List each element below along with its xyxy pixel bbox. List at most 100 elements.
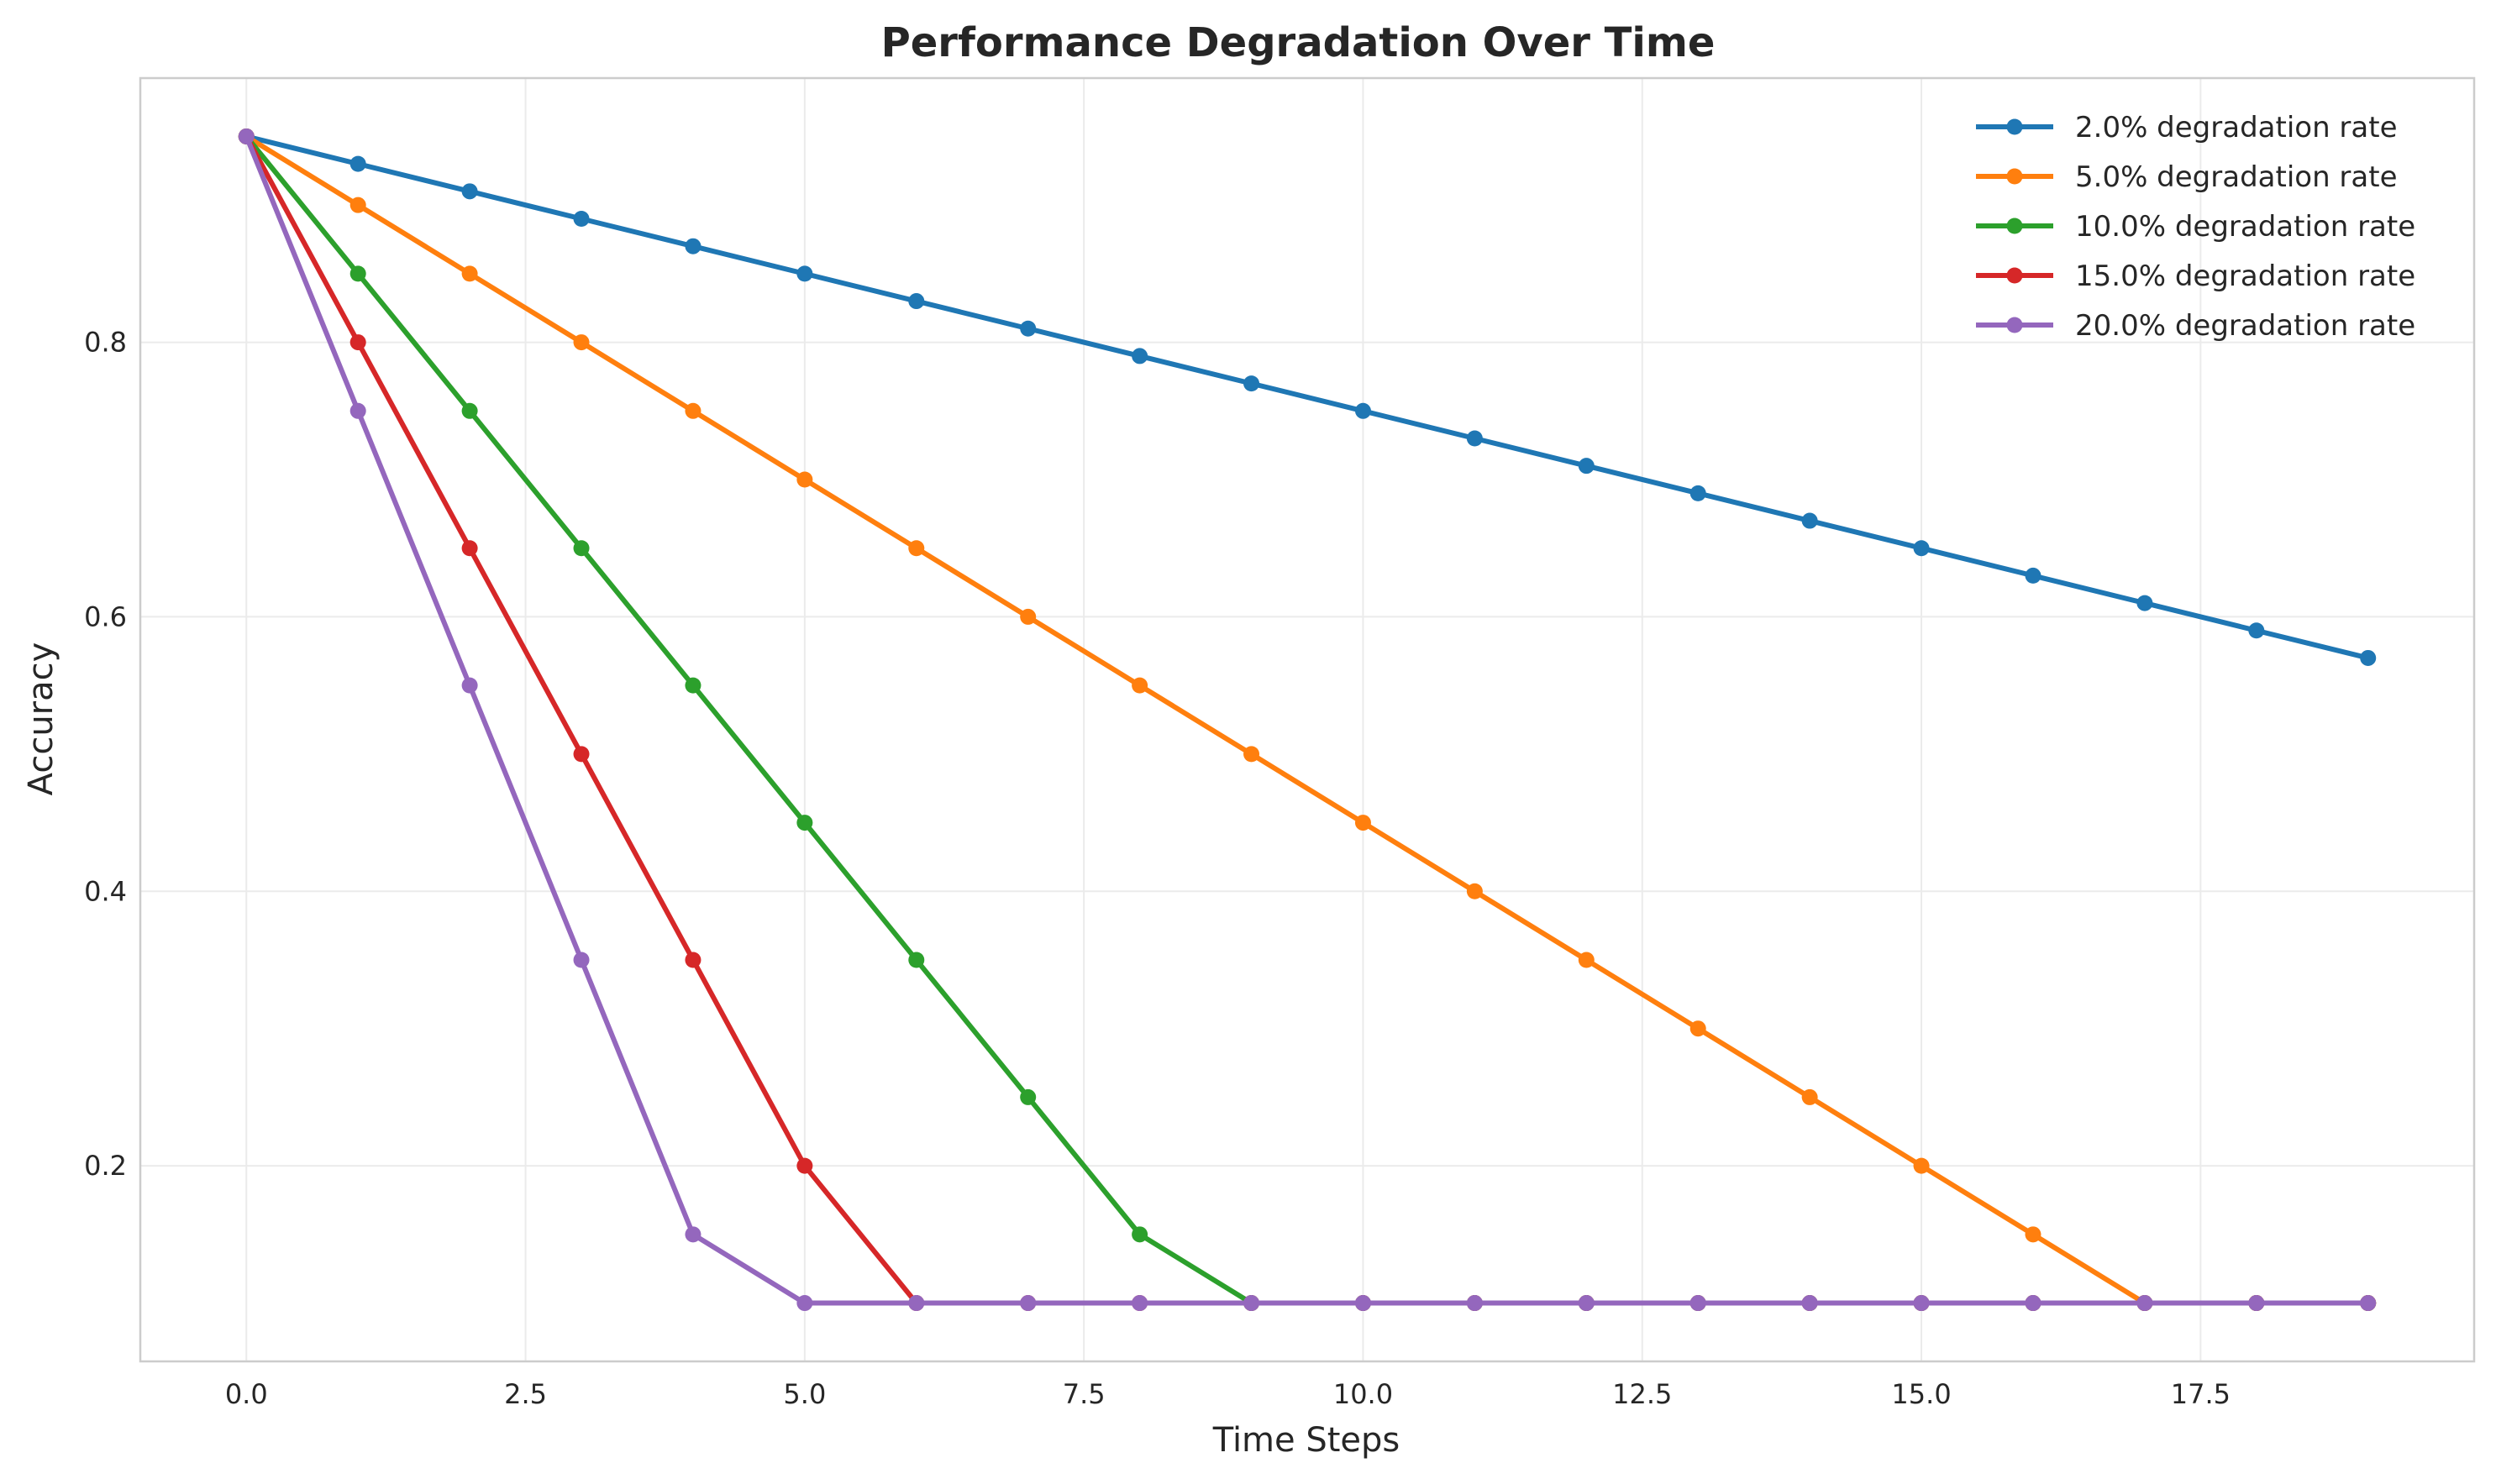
data-point — [1689, 1020, 1706, 1037]
data-point — [1132, 677, 1148, 694]
legend-item: 10.0% degradation rate — [1976, 210, 2415, 244]
data-point — [573, 540, 590, 557]
data-point — [796, 815, 813, 831]
data-point — [1801, 1295, 1818, 1312]
series-2 — [238, 128, 2377, 1312]
x-tick-label: 10.0 — [1333, 1378, 1393, 1410]
grid — [140, 78, 2474, 1361]
data-point — [2136, 1295, 2153, 1312]
legend-item: 20.0% degradation rate — [1976, 309, 2415, 343]
data-point — [1913, 1157, 1930, 1174]
data-point — [349, 265, 366, 282]
y-tick-label: 0.2 — [84, 1150, 127, 1182]
data-point — [1132, 1295, 1148, 1312]
x-tick-label: 12.5 — [1612, 1378, 1672, 1410]
x-tick-label: 17.5 — [2171, 1378, 2231, 1410]
data-point — [1801, 1088, 1818, 1105]
data-point — [1578, 1295, 1595, 1312]
data-point — [1578, 952, 1595, 968]
data-point — [685, 1226, 702, 1243]
chart-title: Performance Degradation Over Time — [881, 19, 1716, 66]
y-tick-label: 0.4 — [84, 875, 127, 907]
x-tick-label: 5.0 — [783, 1378, 826, 1410]
legend-label: 2.0% degradation rate — [2075, 111, 2398, 144]
x-tick-label: 2.5 — [504, 1378, 547, 1410]
series-3 — [238, 128, 2377, 1312]
data-point — [2248, 1295, 2265, 1312]
data-point — [796, 1157, 813, 1174]
data-point — [1466, 1295, 1483, 1312]
legend-label: 5.0% degradation rate — [2075, 160, 2398, 194]
series-line — [244, 135, 2368, 1306]
data-point — [1578, 458, 1595, 475]
data-point — [685, 402, 702, 419]
series-5 — [238, 128, 2377, 1312]
data-point — [1020, 608, 1037, 625]
data-point — [2360, 649, 2377, 666]
data-point — [1132, 348, 1148, 364]
legend-item: 15.0% degradation rate — [1976, 260, 2415, 293]
legend-swatch-marker — [2006, 168, 2023, 185]
y-axis-ticks: 0.2 0.4 0.6 0.8 — [84, 327, 127, 1182]
series-layer — [238, 128, 2377, 1312]
data-point — [796, 471, 813, 488]
legend-label: 10.0% degradation rate — [2075, 210, 2415, 244]
legend-swatch-marker — [2006, 218, 2023, 234]
data-point — [685, 952, 702, 968]
data-point — [461, 183, 478, 200]
data-point — [1354, 1295, 1371, 1312]
x-axis-ticks: 0.0 2.5 5.0 7.5 10.0 12.5 15.0 17.5 — [225, 1378, 2231, 1410]
legend-swatch-marker — [2006, 267, 2023, 284]
legend-swatch-marker — [2006, 118, 2023, 135]
data-point — [238, 128, 255, 144]
data-point — [1913, 1295, 1930, 1312]
legend-label: 15.0% degradation rate — [2075, 260, 2415, 293]
data-point — [573, 746, 590, 763]
data-point — [461, 677, 478, 694]
x-tick-label: 15.0 — [1891, 1378, 1951, 1410]
data-point — [1132, 1226, 1148, 1243]
x-tick-label: 7.5 — [1063, 1378, 1106, 1410]
data-point — [1020, 1295, 1037, 1312]
data-point — [796, 1295, 813, 1312]
data-point — [1689, 1295, 1706, 1312]
legend-swatch-marker — [2006, 317, 2023, 333]
data-point — [461, 402, 478, 419]
plot-area-frame — [139, 76, 2476, 1363]
data-point — [685, 677, 702, 694]
data-point — [1466, 883, 1483, 899]
data-point — [908, 1295, 925, 1312]
data-point — [908, 540, 925, 557]
x-axis-label: Time Steps — [1212, 1421, 1400, 1460]
legend-item: 5.0% degradation rate — [1976, 160, 2398, 194]
data-point — [1020, 1088, 1037, 1105]
data-point — [908, 293, 925, 310]
data-point — [1689, 485, 1706, 501]
data-point — [2360, 1295, 2377, 1312]
series-line — [244, 134, 2368, 1306]
data-point — [349, 334, 366, 351]
series-line — [245, 134, 2369, 661]
data-point — [573, 952, 590, 968]
data-point — [2025, 1295, 2041, 1312]
x-tick-label: 0.0 — [225, 1378, 268, 1410]
y-tick-label: 0.8 — [84, 327, 127, 359]
series-line — [244, 135, 2368, 1306]
data-point — [573, 211, 590, 228]
data-point — [1354, 402, 1371, 419]
data-point — [2025, 1226, 2041, 1243]
data-point — [1466, 430, 1483, 447]
data-point — [2136, 595, 2153, 611]
data-point — [796, 265, 813, 282]
data-point — [1243, 1295, 1260, 1312]
y-tick-label: 0.6 — [84, 600, 127, 632]
series-4 — [238, 128, 2377, 1312]
data-point — [349, 402, 366, 419]
data-point — [349, 197, 366, 213]
data-point — [2248, 622, 2265, 639]
data-point — [1354, 815, 1371, 831]
data-point — [1020, 320, 1037, 337]
data-point — [908, 952, 925, 968]
data-point — [1243, 746, 1260, 763]
